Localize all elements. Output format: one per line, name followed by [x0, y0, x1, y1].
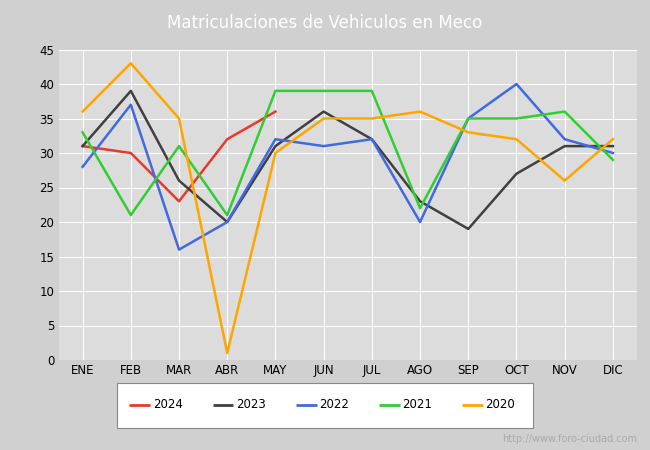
Text: 2022: 2022: [319, 399, 349, 411]
Text: 2023: 2023: [236, 399, 266, 411]
Text: 2021: 2021: [402, 399, 432, 411]
Text: Matriculaciones de Vehiculos en Meco: Matriculaciones de Vehiculos en Meco: [168, 14, 482, 32]
Text: 2024: 2024: [153, 399, 183, 411]
Text: http://www.foro-ciudad.com: http://www.foro-ciudad.com: [502, 434, 637, 444]
Text: 2020: 2020: [486, 399, 515, 411]
